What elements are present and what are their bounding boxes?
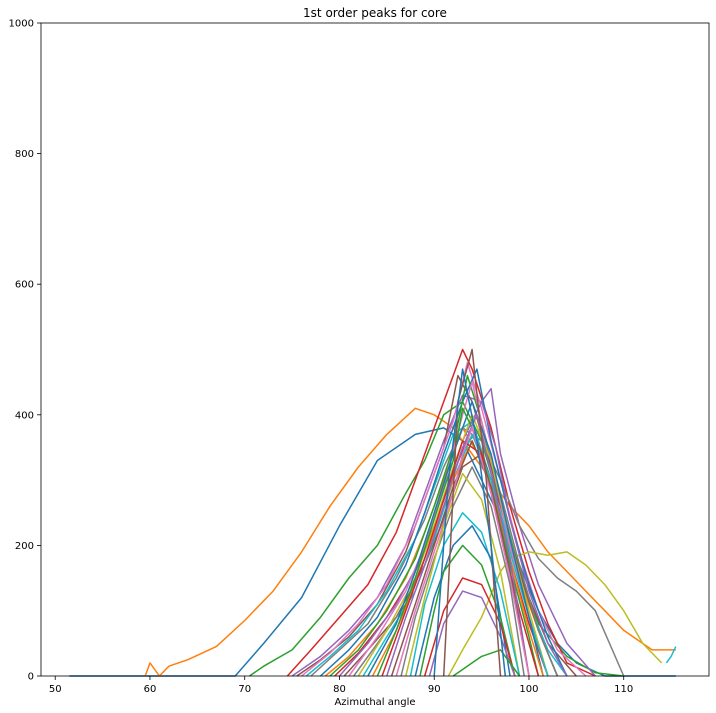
series-line-20 (362, 433, 549, 677)
series-line-28 (400, 466, 525, 677)
series-line-33 (423, 577, 516, 677)
x-tick-label: 80 (333, 684, 346, 695)
x-tick-label: 50 (49, 684, 62, 695)
series-layer (69, 348, 677, 677)
series-line-32 (419, 544, 516, 677)
series-line-2 (144, 407, 676, 677)
y-tick-label: 400 (15, 410, 34, 421)
plot-area (40, 22, 710, 677)
x-tick-label: 110 (614, 684, 633, 695)
x-tick-label: 60 (144, 684, 157, 695)
series-line-21 (367, 400, 544, 677)
x-axis-label: Azimuthal angle (334, 697, 415, 708)
chart-title: 1st order peaks for core (303, 6, 447, 20)
series-line-35 (452, 649, 521, 677)
series-line-34 (428, 590, 516, 677)
y-tick-label: 800 (15, 149, 34, 160)
series-line-25 (386, 414, 530, 677)
y-tick-label: 200 (15, 541, 34, 552)
y-tick-label: 1000 (9, 19, 34, 30)
series-line-23 (376, 407, 540, 677)
series-line-15 (338, 400, 568, 677)
series-line-5 (291, 387, 596, 677)
series-line-24 (381, 440, 540, 677)
axes-frame (40, 22, 710, 677)
series-line-38 (665, 646, 677, 664)
series-line-16 (343, 453, 559, 677)
series-line-27 (395, 427, 530, 677)
series-line-4 (286, 348, 596, 677)
x-axis-ticks: 50 60 70 80 90 100 110 (49, 676, 633, 695)
x-tick-label: 90 (428, 684, 441, 695)
series-line-29 (405, 472, 521, 677)
series-line-9 (447, 551, 663, 677)
series-line-37 (433, 368, 507, 677)
series-line-22 (371, 440, 544, 677)
y-tick-label: 0 (28, 672, 34, 683)
x-tick-label: 70 (238, 684, 251, 695)
series-line-30 (409, 512, 521, 677)
series-line-17 (348, 381, 549, 677)
y-axis-ticks: 0 200 400 600 800 1000 (9, 19, 41, 683)
y-tick-label: 600 (15, 280, 34, 291)
x-tick-label: 100 (519, 684, 538, 695)
series-line-26 (390, 440, 530, 677)
